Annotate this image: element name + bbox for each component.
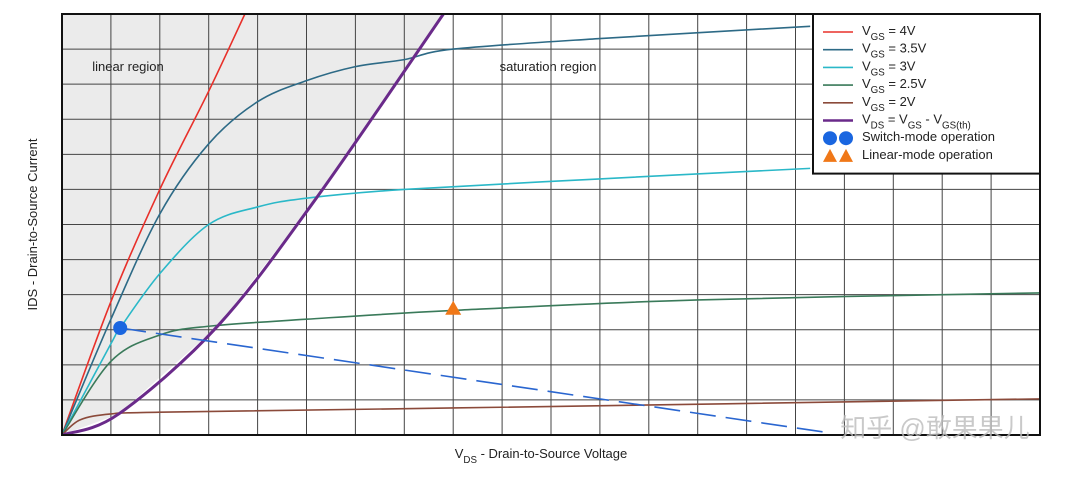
point-marker — [113, 320, 128, 335]
x-axis-label: VDS - Drain-to-Source Voltage — [455, 446, 628, 466]
legend-label: VGS = 3V — [862, 59, 916, 79]
series-line — [62, 14, 445, 435]
annotation: linear region — [92, 59, 164, 74]
curves — [62, 14, 1040, 435]
legend-swatch — [823, 131, 837, 146]
legend-label: VGS = 3.5V — [862, 41, 927, 61]
legend-label: Switch-mode operation — [862, 130, 995, 145]
point-marker — [445, 300, 462, 315]
legend-swatch — [839, 148, 853, 162]
watermark: 知乎 @敢果果儿 — [840, 413, 1030, 443]
legend-label: VGS = 4V — [862, 23, 916, 43]
legend-swatch — [839, 131, 853, 146]
y-axis-label: IDS - Drain-to-Source Current — [25, 138, 40, 310]
series-line — [62, 14, 246, 435]
legend-label: VDS = VGS - VGS(th) — [862, 112, 971, 132]
annotation: saturation region — [500, 59, 597, 74]
legend-label: Linear-mode operation — [862, 147, 993, 162]
series-line — [62, 25, 811, 435]
legend-label: VGS = 2.5V — [862, 77, 927, 97]
legend-box — [812, 13, 1041, 175]
plot-frame — [61, 13, 1041, 436]
load-line — [120, 327, 830, 434]
series-line — [62, 398, 1040, 435]
series-line — [62, 292, 1040, 435]
legend-label: VGS = 2V — [862, 94, 916, 114]
legend-swatch — [823, 148, 837, 162]
